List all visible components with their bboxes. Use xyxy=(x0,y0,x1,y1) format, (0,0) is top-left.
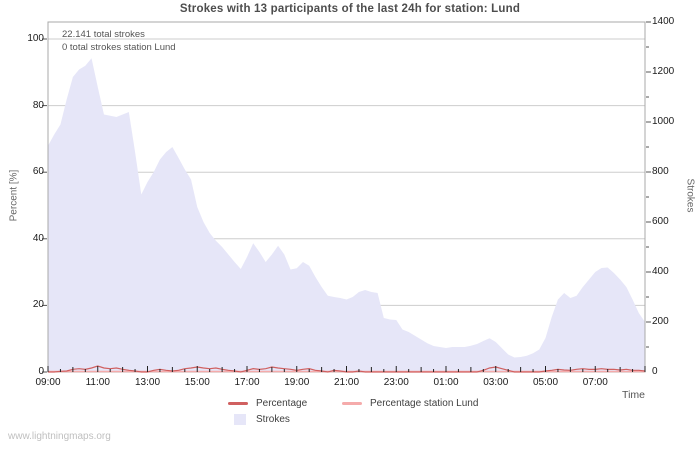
legend-swatch-percentage-station xyxy=(342,402,362,405)
x-tick-label: 23:00 xyxy=(383,377,409,388)
x-tick-label: 01:00 xyxy=(433,377,459,388)
x-tick-label: 05:00 xyxy=(532,377,559,388)
x-tick-label: 19:00 xyxy=(284,377,310,388)
y-axis-title-strokes: Strokes xyxy=(684,178,696,213)
y-left-tick-label: 20 xyxy=(32,299,44,311)
x-tick-label: 09:00 xyxy=(35,377,61,388)
y-right-tick-label: 1000 xyxy=(652,116,675,127)
x-tick-label: 03:00 xyxy=(483,377,509,388)
y-left-tick-label: 100 xyxy=(27,33,44,44)
watermark: www.lightningmaps.org xyxy=(8,431,111,442)
x-tick-label: 15:00 xyxy=(184,377,210,388)
y-left-tick-label: 80 xyxy=(32,99,44,111)
y-left-tick-label: 60 xyxy=(32,166,44,178)
y-right-tick-label: 1200 xyxy=(652,66,675,77)
legend-label-percentage: Percentage xyxy=(256,398,308,409)
y-left-tick-label: 0 xyxy=(38,366,44,377)
y-axis-title-percent: Percent [%] xyxy=(8,169,20,222)
y-right-tick-label: 400 xyxy=(652,266,669,277)
y-right-tick-label: 800 xyxy=(652,166,669,177)
legend-label-percentage-station: Percentage station Lund xyxy=(370,398,479,409)
x-tick-label: 13:00 xyxy=(134,377,161,388)
y-right-tick-label: 1400 xyxy=(652,16,675,27)
x-tick-label: 07:00 xyxy=(582,377,608,388)
strokes-area-series xyxy=(48,58,645,372)
y-right-tick-label: 200 xyxy=(652,316,669,327)
y-left-tick-label: 40 xyxy=(32,232,44,244)
y-right-tick-label: 600 xyxy=(652,216,669,227)
y-right-tick-label: 0 xyxy=(652,366,658,377)
legend-label-strokes: Strokes xyxy=(256,414,290,425)
x-tick-label: 11:00 xyxy=(85,377,110,388)
legend-swatch-percentage xyxy=(228,402,248,405)
chart-title: Strokes with 13 participants of the last… xyxy=(179,3,521,15)
total-strokes-annotation: 22.141 total strokes xyxy=(62,29,145,40)
x-axis-title-time: Time xyxy=(622,389,645,401)
x-tick-label: 21:00 xyxy=(333,377,360,388)
station-total-strokes-annotation: 0 total strokes station Lund xyxy=(62,41,176,53)
x-tick-label: 17:00 xyxy=(234,377,260,388)
legend-swatch-strokes xyxy=(234,414,246,425)
